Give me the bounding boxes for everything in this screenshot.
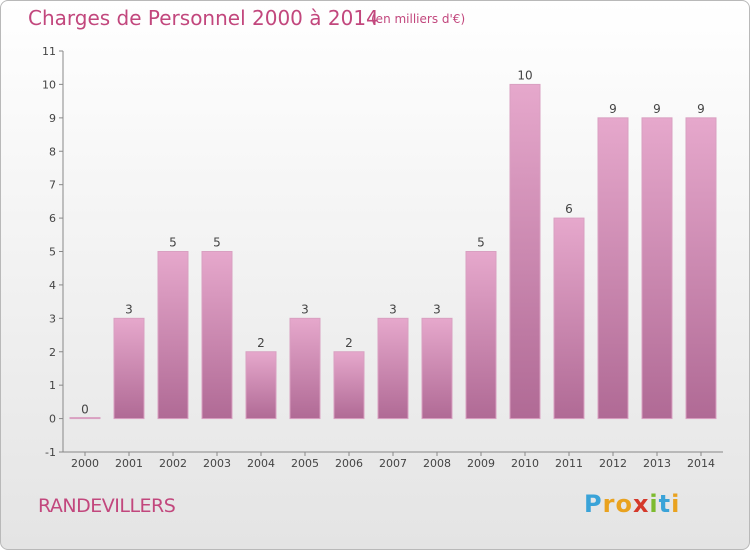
y-tick-label: 7	[49, 179, 56, 192]
logo-letter: o	[615, 490, 633, 518]
proxiti-logo[interactable]: Proxiti	[584, 490, 680, 518]
x-tick-label: 2011	[555, 457, 583, 470]
x-tick-label: 2014	[687, 457, 715, 470]
x-tick-label: 2010	[511, 457, 539, 470]
bar	[685, 117, 717, 420]
y-tick-label: 9	[49, 112, 56, 125]
logo-letter: i	[671, 490, 681, 518]
bar	[113, 317, 145, 420]
chart-bars	[69, 83, 717, 420]
bar	[553, 217, 585, 420]
x-tick-label: 2004	[247, 457, 275, 470]
data-label: 5	[213, 236, 221, 250]
data-label: 2	[257, 336, 265, 350]
x-tick-label: 2013	[643, 457, 671, 470]
chart-title: Charges de Personnel 2000 à 2014	[28, 6, 379, 30]
x-tick-label: 2005	[291, 457, 319, 470]
data-label: 6	[565, 202, 573, 216]
chart-axes: -1 0 1 2 3 4 5 6 7 8 9 10 11	[42, 45, 723, 459]
x-tick-label: 2003	[203, 457, 231, 470]
chart-subtitle: (en milliers d'€)	[371, 12, 466, 26]
logo-letter: P	[584, 490, 603, 518]
bar	[377, 317, 409, 420]
x-tick-label: 2009	[467, 457, 495, 470]
commune-name: RANDEVILLERS	[38, 495, 176, 517]
y-tick-label: -1	[45, 446, 56, 459]
data-label: 9	[697, 102, 705, 116]
bar	[641, 117, 673, 420]
x-tick-label: 2008	[423, 457, 451, 470]
data-label: 9	[653, 102, 661, 116]
data-label: 3	[433, 302, 441, 316]
x-tick-label: 2006	[335, 457, 363, 470]
data-label: 3	[301, 302, 309, 316]
bar	[157, 251, 189, 420]
logo-letter: i	[649, 490, 659, 518]
x-tick-label: 2001	[115, 457, 143, 470]
bar	[245, 351, 277, 420]
chart-labels: 2000 0 2001 3 2002 5 2003 5 2004 2 2005 3 2006 2 2007 3…	[71, 68, 715, 470]
data-label: 10	[517, 68, 532, 82]
data-label: 3	[389, 302, 397, 316]
y-tick-label: 5	[49, 246, 56, 259]
y-tick-label: 4	[49, 279, 56, 292]
logo-letter: t	[658, 490, 672, 518]
x-tick-label: 2000	[71, 457, 99, 470]
y-tick-label: 10	[42, 78, 56, 91]
x-tick-label: 2012	[599, 457, 627, 470]
bar	[509, 83, 541, 420]
y-tick-label: 8	[49, 145, 56, 158]
bar	[333, 351, 365, 420]
data-label: 3	[125, 302, 133, 316]
logo-letter: x	[632, 490, 650, 518]
y-tick-label: 1	[49, 379, 56, 392]
bar	[465, 251, 497, 420]
logo-letter: r	[602, 490, 616, 518]
data-label: 0	[81, 403, 89, 417]
bar	[289, 317, 321, 420]
bar	[597, 117, 629, 420]
bar	[201, 251, 233, 420]
bar	[421, 317, 453, 420]
x-tick-label: 2007	[379, 457, 407, 470]
data-label: 2	[345, 336, 353, 350]
data-label: 5	[477, 236, 485, 250]
data-label: 5	[169, 236, 177, 250]
y-tick-label: 3	[49, 312, 56, 325]
y-tick-label: 2	[49, 346, 56, 359]
bar	[69, 417, 101, 420]
data-label: 9	[609, 102, 617, 116]
x-tick-label: 2002	[159, 457, 187, 470]
y-tick-label: 11	[42, 45, 56, 58]
y-tick-label: 0	[49, 413, 56, 426]
y-tick-label: 6	[49, 212, 56, 225]
